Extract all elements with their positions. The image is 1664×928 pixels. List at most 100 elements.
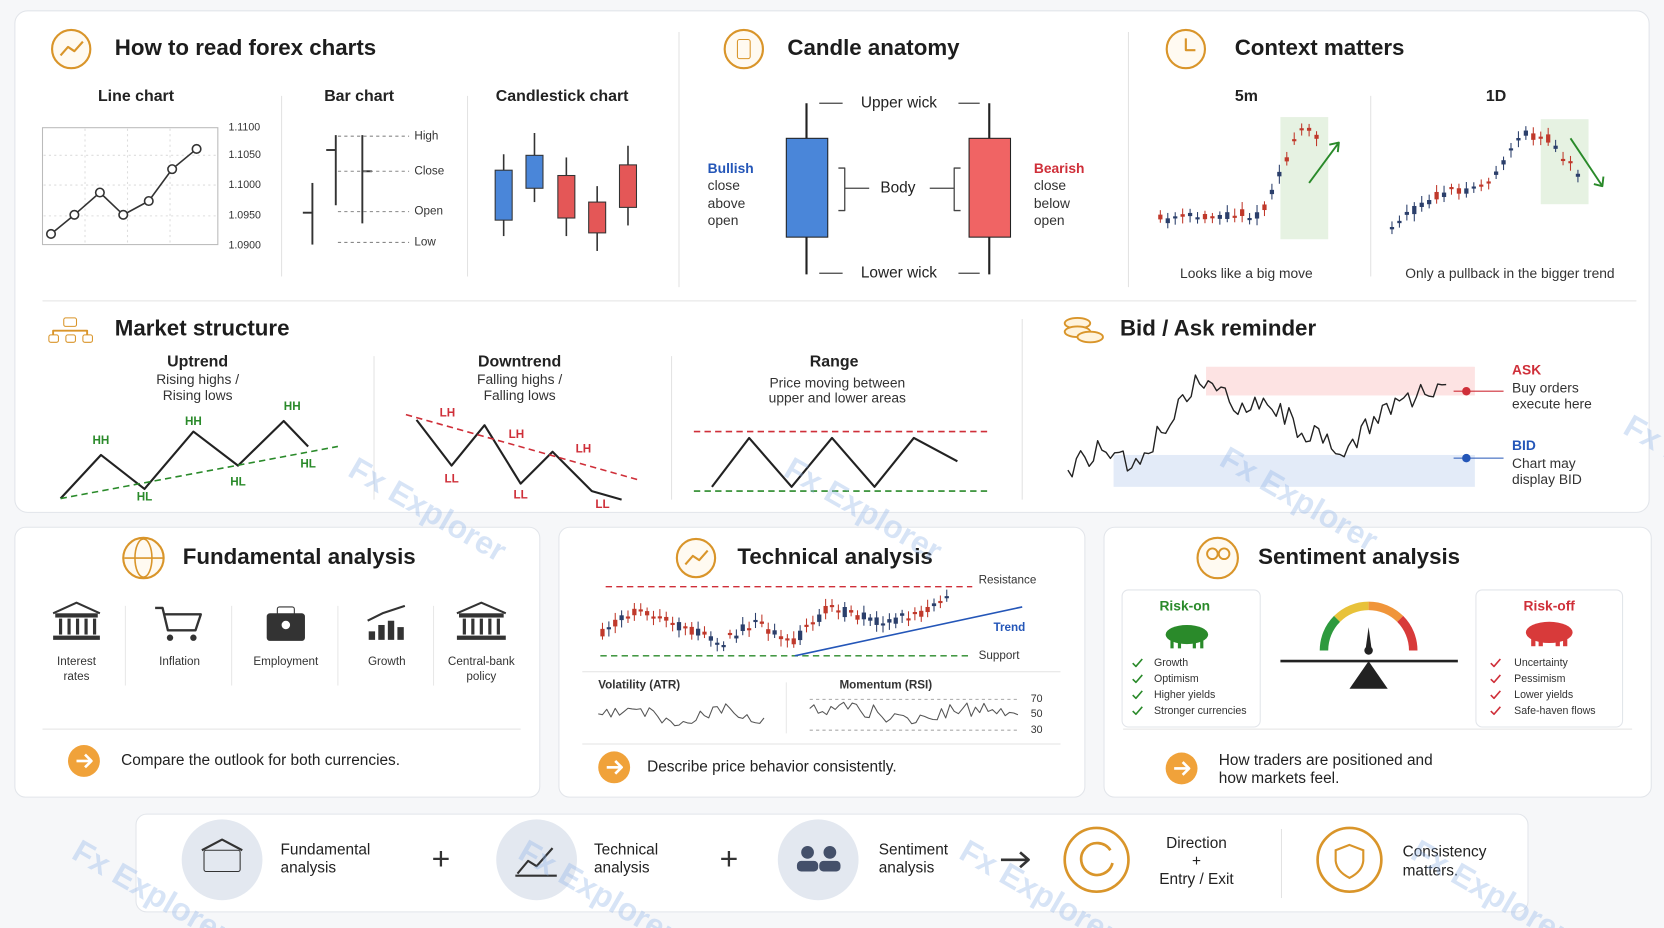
candle [1314,134,1319,139]
candle [1546,134,1551,143]
candle [1225,212,1230,219]
bearish-label: open [1034,212,1065,228]
candle [664,616,669,621]
icon-glyph [134,538,153,578]
check-mark [1490,690,1501,700]
bid-zone [1113,454,1475,487]
panel-title: Uptrend [167,354,228,371]
panel-subtitle: upper and lower areas [769,389,906,405]
candle [797,630,803,641]
candle [1404,211,1409,215]
gauge-hub [1364,646,1373,655]
price-point [69,209,80,220]
regime-item: Stronger currencies [1154,705,1247,717]
zigzag [59,419,309,500]
ask-zone [1206,366,1475,396]
result-label: Direction [1166,835,1227,852]
panel-subtitle: Price moving between [769,374,905,390]
candle [1441,192,1447,198]
candle [849,610,854,613]
price-point [191,143,202,154]
step-icon [496,819,577,901]
gauge-arc [1368,601,1404,623]
gauge-arc [1397,615,1418,651]
bullish-label: above [708,195,746,211]
candle [804,624,809,627]
closing-label: Consistency [1403,843,1487,860]
note: How traders are positioned and [1219,752,1433,769]
section-title: Fundamental analysis [183,544,416,569]
caption: Only a pullback in the bigger trend [1405,265,1614,281]
bar-label: Close [414,164,444,177]
factor-label: rates [64,670,90,683]
ask-label: execute here [1512,396,1592,412]
candle [868,617,873,621]
candle [1471,186,1476,189]
part-label: Upper wick [861,94,937,111]
candle [670,622,675,626]
candle [1412,205,1417,215]
rsi-level: 70 [1031,693,1043,705]
candle [1180,214,1185,217]
candle [1456,188,1462,194]
closing-icon [1316,826,1383,894]
factor-label: Inflation [159,655,200,668]
regime-item: Uncertainty [1514,657,1568,669]
icon-glyph [203,849,241,873]
bid-label: display BID [1512,471,1582,487]
arrow-glyph [1181,761,1191,776]
price-point [143,195,154,207]
bull-icon [1165,624,1209,645]
icon-glyph [459,613,504,618]
factor-label: Interest [57,655,97,668]
arrow-glyph [84,753,93,769]
candle [702,631,707,635]
candle [944,596,949,599]
swing-label: LL [595,498,609,511]
balance-base [1349,661,1388,689]
indicator-label: Volatility (ATR) [598,679,680,692]
candle [1464,188,1469,194]
candle [1397,220,1402,224]
candle [1187,212,1193,217]
panel [558,526,1086,798]
bullish-label: Bullish [708,160,754,176]
trend-arrow [1308,142,1340,184]
factor-label: Central-bank [448,655,515,668]
candle [715,642,720,645]
icon-glyph [801,845,814,859]
candle [1217,214,1222,219]
candle [721,645,726,648]
panel-title: Downtrend [478,354,561,371]
candle [1254,212,1260,219]
gauge-needle [1365,627,1372,651]
bearish-label: Bearish [1034,160,1085,176]
candle [1173,216,1178,219]
bar-label: Low [414,236,436,249]
icon-glyph [516,847,554,875]
bear-icon [1525,621,1573,644]
part-label: Lower wick [861,264,937,281]
bearish-label: close [1034,177,1067,193]
icon-glyph [65,334,76,343]
timeframe: 5m [1235,88,1258,105]
panel-title: Range [810,354,859,371]
candle [740,624,745,632]
icon-glyph [55,613,98,618]
step-label: analysis [281,859,337,876]
trend-line [794,606,1023,657]
price-line [809,701,1019,725]
candle [1434,191,1439,200]
regime-item: Higher yields [1154,689,1215,701]
panel-subtitle: Falling highs / [477,371,562,387]
step-label: Technical [594,841,658,858]
panel-subtitle: Falling lows [484,387,556,403]
section-title: Candle anatomy [787,35,960,60]
candle [689,626,694,635]
flow-arrow [1019,851,1030,869]
bullish-label: open [708,212,739,228]
candle [1292,139,1297,142]
panel-subtitle: Rising highs / [156,371,239,387]
candle [588,201,607,234]
check-mark [1490,658,1501,668]
